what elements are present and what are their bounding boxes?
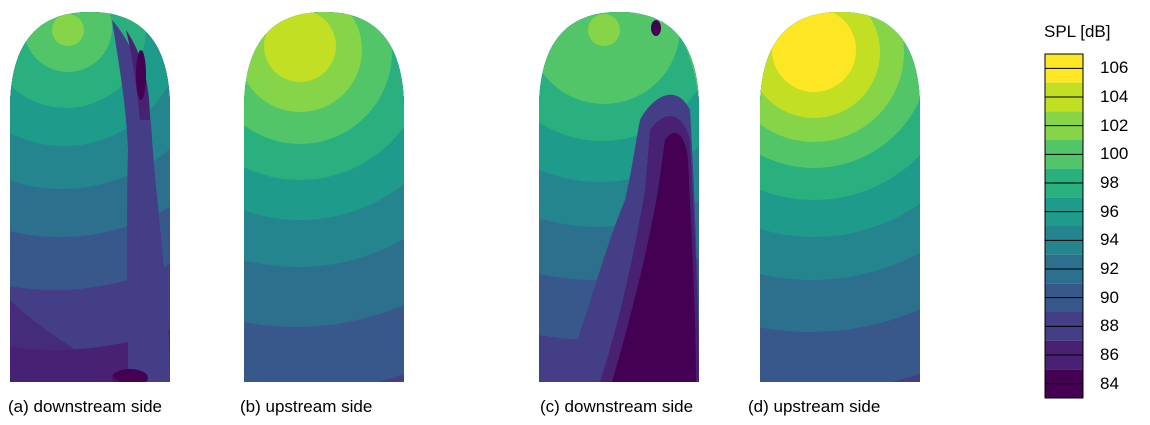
caption-panel-c: (c) downstream side xyxy=(540,397,694,416)
colorbar xyxy=(1044,53,1084,399)
colorbar-tick-label-100: 100 xyxy=(1100,144,1129,164)
panel-a-contour xyxy=(10,12,170,382)
colorbar-tick-label-86: 86 xyxy=(1100,345,1119,364)
caption-panel-b: (b) upstream side xyxy=(240,397,373,416)
colorbar-tick-label-102: 102 xyxy=(1100,115,1129,135)
panel-b-contour xyxy=(244,12,404,382)
colorbar-tick-label-106: 106 xyxy=(1100,58,1129,78)
colorbar-tick-label-92: 92 xyxy=(1100,259,1119,278)
colorbar-tick-label-94: 94 xyxy=(1100,230,1119,250)
colorbar-tick-label-84: 84 xyxy=(1100,373,1119,393)
panel-d-contour xyxy=(760,12,920,382)
colorbar-tick-label-98: 98 xyxy=(1100,173,1119,192)
colorbar-tick-label-96: 96 xyxy=(1100,201,1119,221)
colorbar-tick-label-88: 88 xyxy=(1100,316,1119,336)
colorbar-title: SPL [dB] xyxy=(1044,22,1111,41)
colorbar-frame xyxy=(1044,53,1084,399)
colorbar-tick-label-90: 90 xyxy=(1100,287,1119,307)
caption-panel-a: (a) downstream side xyxy=(8,397,163,416)
colorbar-tick-label-104: 104 xyxy=(1100,87,1129,106)
caption-panel-d: (d) upstream side xyxy=(748,397,881,416)
panel-c-contour xyxy=(539,12,699,382)
